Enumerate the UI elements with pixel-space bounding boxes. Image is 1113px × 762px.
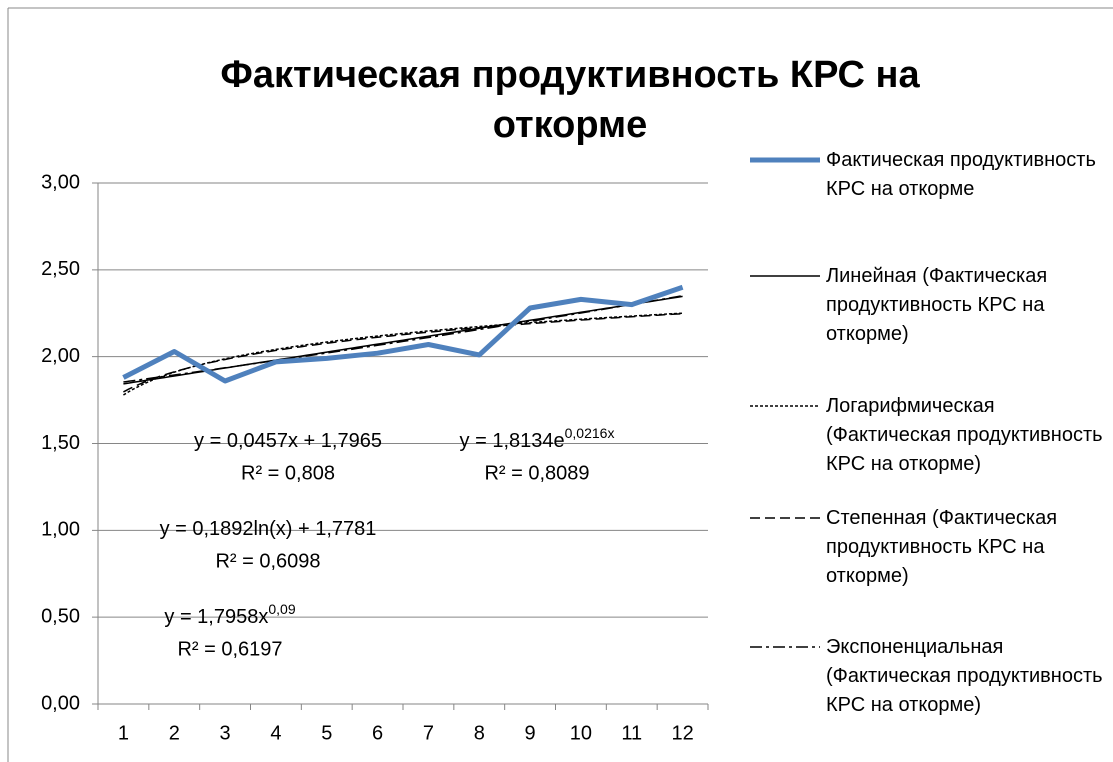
x-tick-label: 9 <box>525 722 536 744</box>
trend-equation: y = 1,7958x0,09 <box>164 601 295 629</box>
x-tick-label: 12 <box>671 722 693 744</box>
equation-text: y = 1,7958x <box>164 606 268 628</box>
trendline <box>123 312 683 396</box>
equation-text: y = 1,8134e <box>460 430 565 452</box>
series-line <box>122 284 684 384</box>
legend-label: Степенная (Фактическая продуктивность КР… <box>826 507 1058 587</box>
trendline <box>123 294 683 383</box>
y-tick-label: 1,50 <box>41 432 80 454</box>
trend-equation: y = 1,8134e0,0216x <box>460 425 615 453</box>
equation-text: y = 0,1892ln(x) + 1,7781 <box>160 518 377 540</box>
x-tick-label: 6 <box>372 722 383 744</box>
y-tick-label: 2,50 <box>41 258 80 280</box>
y-tick-label: 2,00 <box>41 345 80 367</box>
trendline <box>123 312 683 393</box>
y-tick-label: 0,50 <box>41 605 80 627</box>
x-tick-label: 8 <box>474 722 485 744</box>
x-tick-label: 2 <box>169 722 180 744</box>
chart-title: Фактическая продуктивность КРС на откорм… <box>220 54 920 146</box>
legend-label: Фактическая продуктивность КРС на откорм… <box>826 149 1096 200</box>
equation-exponent: 0,0216x <box>565 425 615 441</box>
x-tick-label: 10 <box>570 722 592 744</box>
legend-label: Экспоненциальная (Фактическая продуктивн… <box>826 636 1103 716</box>
x-tick-label: 3 <box>220 722 231 744</box>
equation-exponent: 0,09 <box>268 601 295 617</box>
x-tick-label: 5 <box>321 722 332 744</box>
legend-label: Линейная (Фактическая продуктивность КРС… <box>826 265 1048 345</box>
trend-r2: R² = 0,6197 <box>177 638 282 660</box>
trend-r2: R² = 0,8089 <box>484 462 589 484</box>
y-tick-label: 0,00 <box>41 692 80 714</box>
y-tick-label: 1,00 <box>41 519 80 541</box>
legend-label: Логарифмическая (Фактическая продуктивно… <box>826 395 1103 475</box>
x-tick-label: 1 <box>118 722 129 744</box>
equation-text: y = 0,0457x + 1,7965 <box>194 430 382 452</box>
trend-equation: y = 0,0457x + 1,7965 <box>194 430 382 452</box>
x-tick-label: 4 <box>270 722 281 744</box>
trend-r2: R² = 0,6098 <box>215 550 320 572</box>
x-tick-label: 11 <box>621 722 642 744</box>
trend-equation: y = 0,1892ln(x) + 1,7781 <box>160 518 377 540</box>
trend-r2: R² = 0,808 <box>241 462 335 484</box>
x-tick-label: 7 <box>423 722 434 744</box>
y-tick-label: 3,00 <box>41 171 80 193</box>
